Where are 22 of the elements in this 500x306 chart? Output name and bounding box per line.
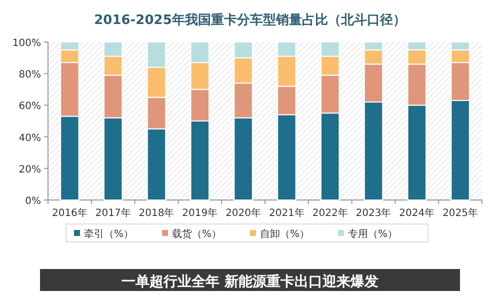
y-tick-label: 40%: [18, 132, 41, 144]
x-tick-label: 2020年: [226, 207, 262, 219]
y-tick-label: 60%: [18, 101, 41, 112]
text: 一单超行业全年 新能源重卡出口迎来爆发: [122, 273, 378, 290]
x-tick-label: 2019年: [182, 207, 218, 219]
y-tick-label: 0%: [25, 196, 41, 207]
y-tick-label: 100%: [12, 38, 41, 49]
legend-label: 牵引（%）: [84, 228, 134, 240]
x-tick-label: 2017年: [95, 207, 131, 219]
chart-title: 2016-2025年我国重卡分车型销量占比（北斗口径）: [94, 12, 406, 28]
legend-label: 专用（%）: [348, 228, 398, 240]
x-tick-label: 2021年: [268, 207, 304, 219]
legend-label: 载货（%）: [172, 228, 222, 240]
x-tick-label: 2024年: [399, 207, 435, 219]
legend-label: 自卸（%）: [260, 228, 310, 240]
y-tick-label: 80%: [18, 70, 41, 81]
x-tick-label: 2016年: [52, 207, 88, 219]
x-tick-label: 2018年: [138, 207, 174, 219]
y-tick-label: 20%: [18, 164, 41, 176]
x-tick-label: 2022年: [312, 207, 348, 219]
x-tick-label: 2023年: [356, 207, 392, 219]
x-tick-label: 2025年: [442, 207, 478, 219]
